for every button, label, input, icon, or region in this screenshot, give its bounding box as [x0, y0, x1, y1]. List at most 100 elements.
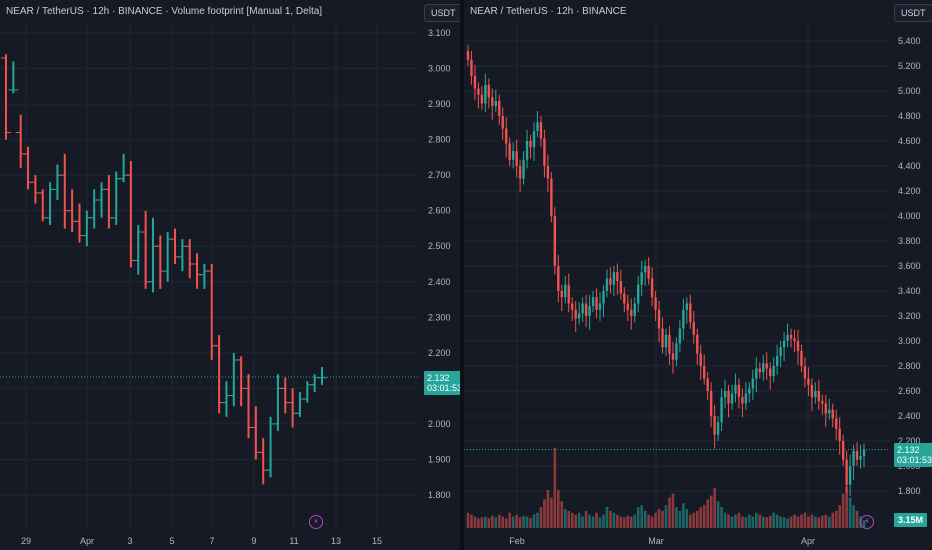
- volume-bar: [557, 489, 560, 528]
- candle-body: [470, 59, 473, 76]
- volume-bar: [741, 516, 744, 528]
- volume-bar: [831, 512, 835, 528]
- volume-bar: [748, 514, 751, 528]
- candle-body: [835, 418, 838, 429]
- volume-bar: [560, 501, 564, 528]
- candle-body: [484, 84, 487, 104]
- candle-body: [605, 278, 609, 291]
- candle-body: [807, 378, 810, 385]
- candle-body: [859, 456, 862, 460]
- volume-bar: [713, 488, 716, 528]
- volume-bar: [636, 507, 640, 528]
- volume-bar: [852, 505, 855, 528]
- volume-bar: [501, 516, 505, 528]
- volume-bar: [518, 517, 522, 528]
- volume-bar: [845, 486, 848, 528]
- lightning-icon[interactable]: ⚡: [309, 515, 323, 529]
- candle-body: [616, 272, 619, 281]
- volume-bar: [716, 501, 720, 528]
- candle-body: [564, 284, 567, 298]
- volume-bar: [494, 517, 498, 528]
- y-tick-label: 3.800: [898, 236, 921, 246]
- y-tick-label: 2.500: [428, 241, 451, 251]
- volume-bar: [671, 493, 675, 528]
- last-price-tag: 2.132 03:01:53: [894, 443, 932, 467]
- candle-body: [852, 451, 855, 466]
- volume-bar: [591, 516, 595, 528]
- footprint-chart-canvas[interactable]: 3.100 3.000 2.900 2.800 2.700 2.600 2.500 2.400…: [0, 0, 460, 550]
- candle-body: [487, 84, 491, 98]
- candle-body: [577, 313, 581, 319]
- candle-body: [501, 116, 504, 129]
- candle-body: [654, 297, 657, 310]
- y-tick-label: 1.800: [428, 490, 451, 500]
- candlestick-chart-canvas[interactable]: 5.400 5.200 5.000 4.800 4.600 4.400 4.200 4.000…: [464, 0, 932, 550]
- volume-bar: [466, 512, 470, 528]
- volume-bar: [800, 514, 803, 528]
- lightning-icon[interactable]: ⚡: [860, 515, 874, 529]
- chart-legend: NEAR / TetherUS · 12h · BINANCE · Volume…: [6, 6, 323, 17]
- volume-bar: [532, 514, 536, 528]
- y-tick-label: 4.000: [898, 211, 921, 221]
- candle-body: [664, 334, 668, 348]
- candle-body: [598, 303, 602, 310]
- candle-body: [789, 334, 793, 339]
- candle-body: [848, 466, 852, 485]
- candle-body: [786, 334, 789, 341]
- footprint-chart-pane[interactable]: 3.100 3.000 2.900 2.800 2.700 2.600 2.500 2.400…: [0, 0, 466, 550]
- y-tick-label: 3.000: [428, 64, 451, 74]
- volume-bar: [682, 503, 685, 528]
- currency-button[interactable]: USDT: [894, 4, 932, 22]
- volume-bar: [702, 505, 706, 528]
- candlestick-chart-pane[interactable]: 5.400 5.200 5.000 4.800 4.600 4.400 4.200 4.000…: [464, 0, 932, 550]
- candle-body: [588, 306, 591, 316]
- x-tick-label: 29: [21, 536, 31, 546]
- volume-bar: [563, 508, 567, 528]
- volume-bar: [678, 510, 682, 528]
- volume-bar: [782, 517, 786, 528]
- candle-body: [748, 388, 751, 394]
- volume-bar: [814, 516, 817, 528]
- volume-bar: [727, 514, 730, 528]
- candle-body: [643, 266, 647, 273]
- candle-body: [498, 101, 501, 116]
- candle-body: [612, 272, 616, 285]
- candle-body: [762, 363, 765, 373]
- y-tick-label: 2.800: [898, 361, 921, 371]
- candle-body: [706, 378, 709, 391]
- candle-body: [477, 88, 480, 95]
- volume-bar: [841, 493, 845, 528]
- candle-body: [703, 366, 706, 379]
- candle-body: [640, 272, 643, 285]
- bar-countdown: 03:01:53: [897, 455, 932, 465]
- candle-body: [716, 422, 720, 435]
- volume-bar: [755, 512, 758, 528]
- candle-body: [845, 459, 848, 485]
- candle-body: [685, 303, 689, 310]
- candle-body: [730, 393, 734, 404]
- pane-divider[interactable]: [460, 0, 464, 550]
- volume-bar: [511, 516, 515, 528]
- y-tick-label: 2.200: [898, 436, 921, 446]
- volume-bar: [779, 516, 782, 528]
- volume-bar: [827, 516, 831, 528]
- y-tick-label: 1.900: [428, 454, 451, 464]
- candle-body: [623, 293, 626, 304]
- x-tick-label: 13: [331, 536, 341, 546]
- volume-bar: [612, 512, 616, 528]
- volume-bar: [640, 505, 643, 528]
- candle-body: [824, 403, 827, 414]
- candle-body: [775, 356, 779, 366]
- volume-bar: [546, 489, 550, 528]
- candle-body: [779, 347, 782, 356]
- volume-bar: [855, 510, 859, 528]
- volume-bar: [758, 514, 762, 528]
- y-tick-label: 2.300: [428, 312, 451, 322]
- candle-body: [529, 141, 532, 148]
- currency-button[interactable]: USDT: [424, 4, 463, 22]
- candle-body: [637, 284, 640, 304]
- volume-bar: [623, 517, 626, 528]
- x-tick-label: 3: [127, 536, 132, 546]
- x-tick-label: 9: [251, 536, 256, 546]
- candle-body: [682, 309, 685, 329]
